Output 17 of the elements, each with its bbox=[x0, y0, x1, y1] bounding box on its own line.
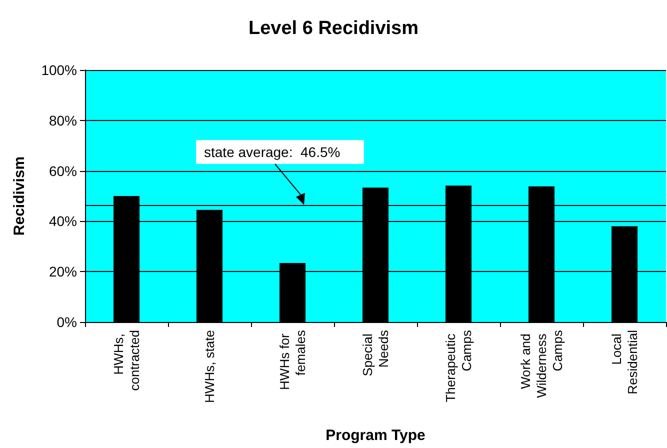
y-axis-title: Recidivism bbox=[11, 156, 28, 236]
y-tick-label: 40% bbox=[48, 213, 77, 230]
y-tick-label: 0% bbox=[56, 314, 77, 330]
y-tick-label: 80% bbox=[48, 112, 77, 128]
ref-line-label: state average: 46.5% bbox=[204, 144, 340, 160]
x-tick-label: Local Residential bbox=[609, 330, 640, 394]
x-tick-label: HWHs, state bbox=[202, 330, 217, 403]
y-tick-label: 60% bbox=[48, 162, 77, 179]
x-tick-label: Therapeutic Camps bbox=[443, 330, 474, 402]
x-tick-label: Work and Wilderness Camps bbox=[518, 330, 565, 398]
x-tick-label: HWHs for females bbox=[277, 330, 308, 390]
y-tick-label: 100% bbox=[41, 62, 77, 78]
x-tick-label: Special Needs bbox=[360, 330, 391, 376]
x-tick-label: HWHs, contracted bbox=[111, 330, 142, 391]
x-axis-title: Program Type bbox=[326, 427, 426, 444]
y-tick-label: 20% bbox=[48, 264, 77, 280]
chart-title: Level 6 Recidivism bbox=[248, 18, 419, 39]
